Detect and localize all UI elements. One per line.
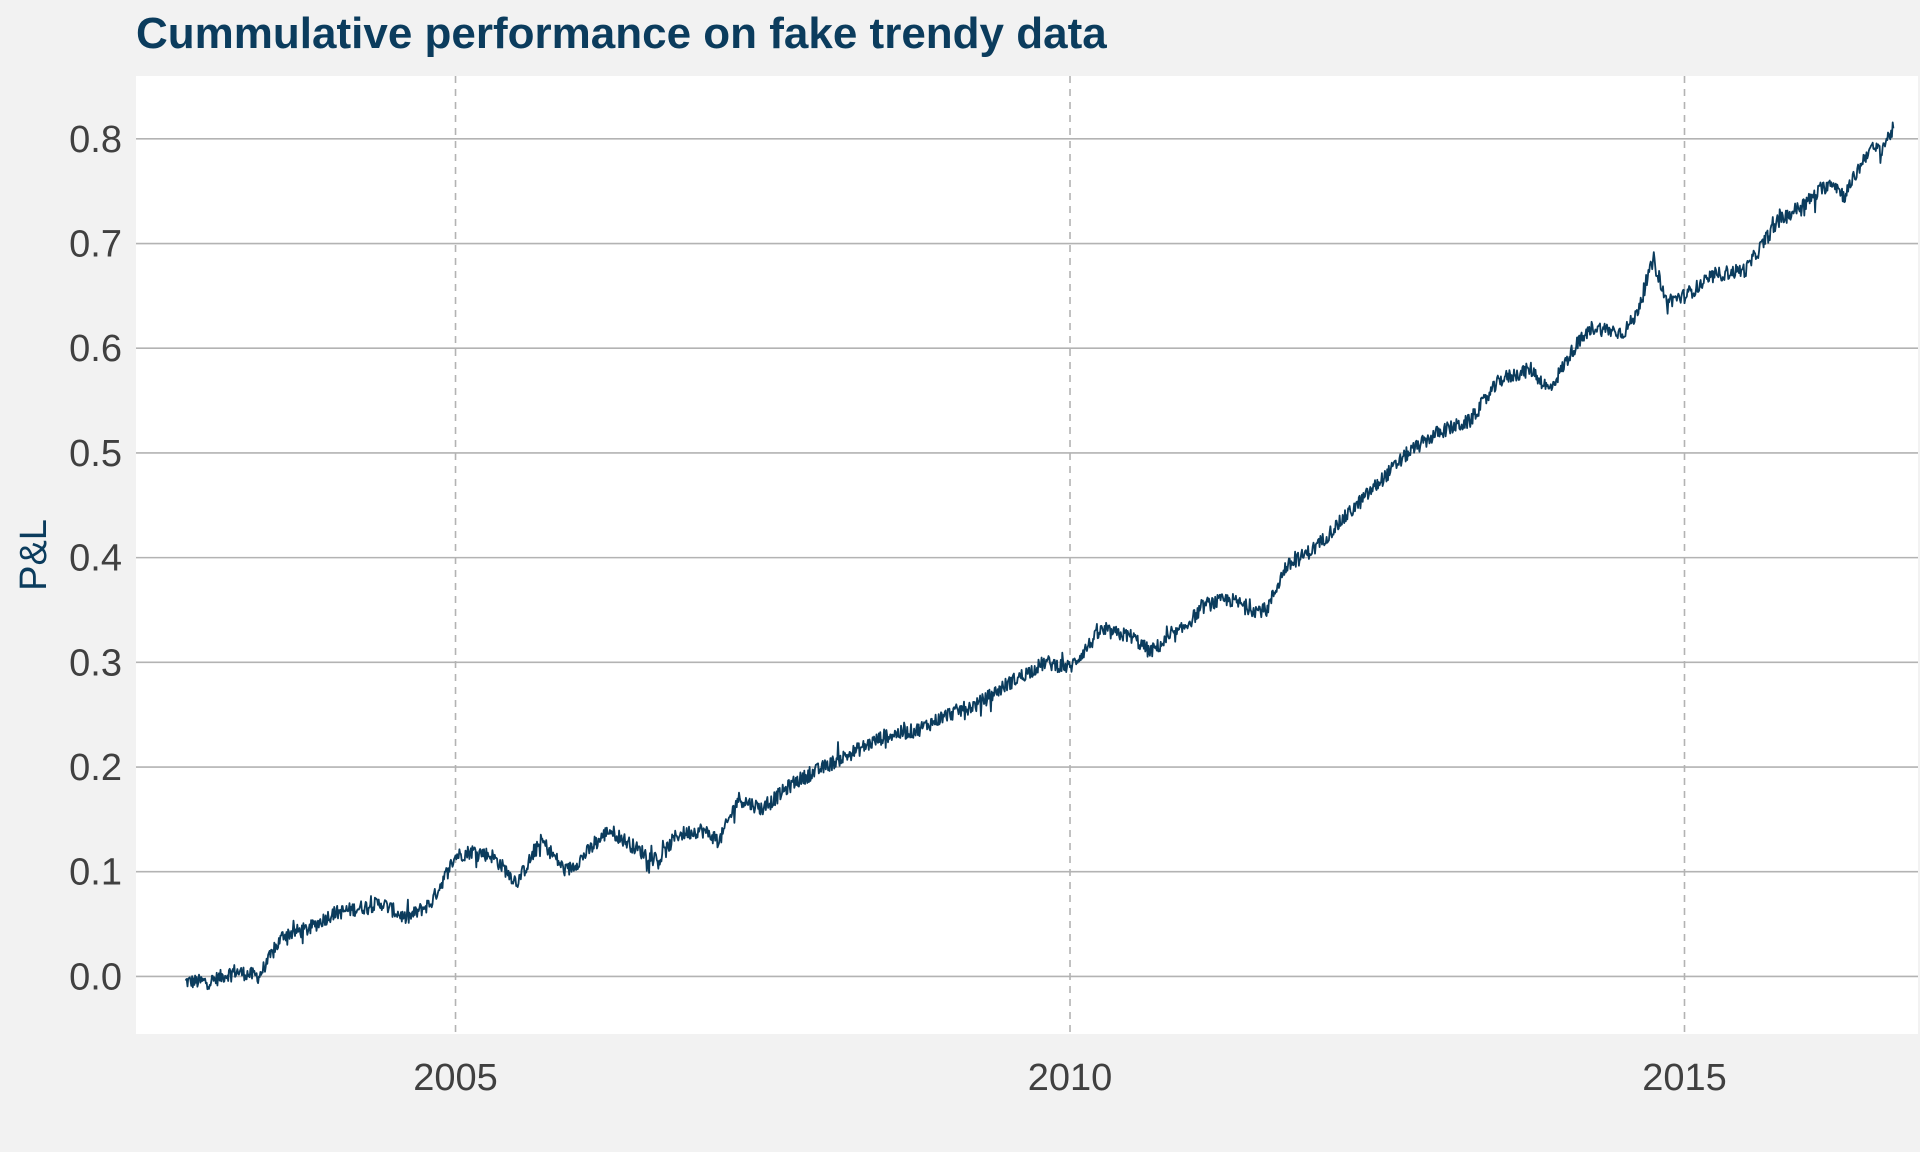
y-tick-label: 0.2 [69, 747, 122, 789]
grid [136, 76, 1918, 1034]
y-tick-label: 0.4 [69, 538, 122, 580]
y-tick-label: 0.8 [69, 119, 122, 161]
y-axis-label: P&L [13, 519, 55, 591]
y-tick-label: 0.5 [69, 433, 122, 475]
y-tick-label: 0.3 [69, 642, 122, 684]
x-tick-label: 2015 [1642, 1057, 1727, 1099]
x-tick-label: 2010 [1028, 1057, 1113, 1099]
y-tick-label: 0.6 [69, 328, 122, 370]
tick-labels: 0.0 0.1 0.2 0.3 0.4 0.5 0.6 0.7 0.8 2005 2010 2015 [69, 119, 1727, 1099]
y-tick-label: 0.7 [69, 224, 122, 266]
y-tick-label: 0.0 [69, 956, 122, 998]
y-tick-label: 0.1 [69, 852, 122, 894]
chart-title: Cummulative performance on fake trendy d… [136, 9, 1107, 58]
plot-panel [136, 76, 1918, 1034]
series-layer [184, 121, 1895, 991]
x-tick-label: 2005 [413, 1057, 498, 1099]
series-line [184, 121, 1895, 991]
